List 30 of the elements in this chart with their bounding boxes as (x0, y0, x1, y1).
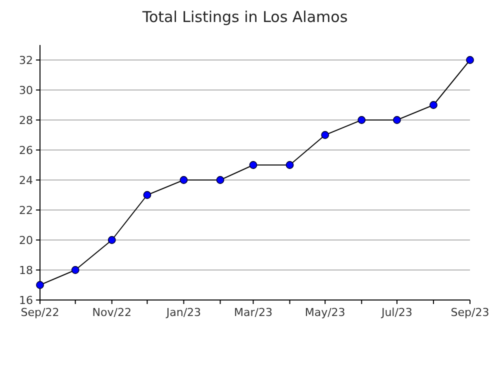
y-tick-label: 30 (19, 84, 33, 97)
point (216, 176, 224, 184)
y-tick-label: 32 (19, 54, 33, 67)
x-tick-label: May/23 (304, 306, 346, 319)
x-tick-label: Jan/23 (165, 306, 202, 319)
x-tick-label: Sep/23 (450, 306, 490, 319)
y-tick-label: 16 (19, 294, 33, 307)
point (358, 116, 366, 124)
point (466, 56, 474, 64)
y-tick-label: 22 (19, 204, 33, 217)
y-tick-label: 26 (19, 144, 33, 157)
point (143, 191, 152, 199)
x-tick-label: Jul/23 (380, 306, 412, 319)
y-tick-label: 28 (19, 114, 33, 127)
point (36, 281, 44, 289)
point (180, 176, 188, 184)
chart-title: Total Listings in Los Alamos (141, 8, 348, 26)
x-tick-label: Sep/22 (20, 306, 60, 319)
point (108, 236, 116, 244)
point (286, 161, 294, 169)
point (249, 161, 258, 169)
point (430, 101, 438, 109)
point (392, 116, 401, 124)
y-tick-label: 18 (19, 264, 33, 277)
x-tick-label: Mar/23 (234, 306, 272, 319)
x-tick-label: Nov/22 (92, 306, 132, 319)
y-tick-label: 24 (19, 174, 33, 187)
point (71, 266, 80, 274)
point (321, 131, 330, 139)
y-tick-label: 20 (19, 234, 33, 247)
